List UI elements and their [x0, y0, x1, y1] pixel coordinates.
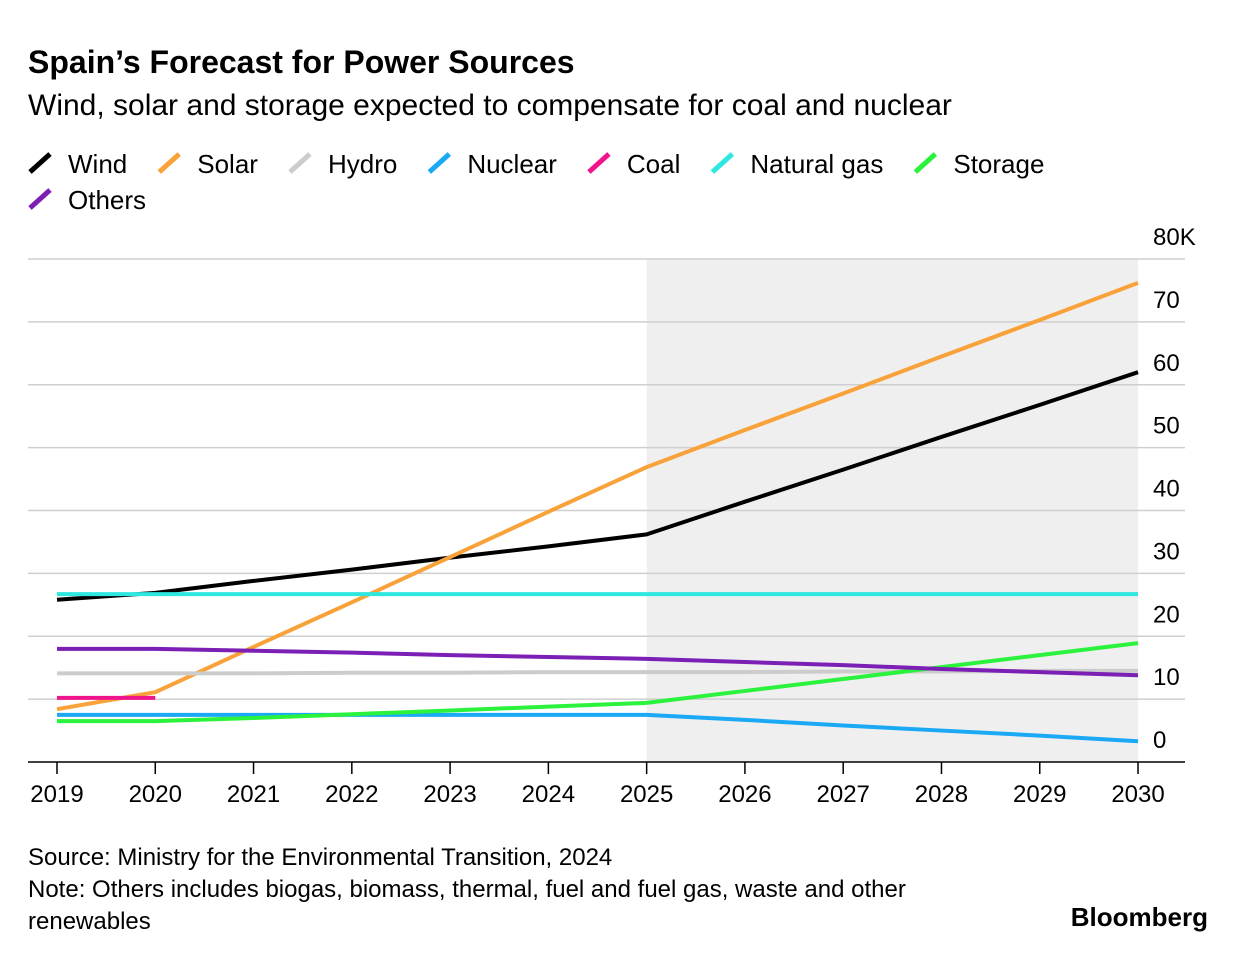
- y-tick-label: 10: [1153, 664, 1180, 691]
- legend-label: Others: [68, 185, 146, 215]
- legend-swatch: [288, 152, 312, 174]
- brand: Bloomberg: [1070, 902, 1208, 932]
- legend-swatch: [913, 152, 938, 174]
- legend-swatch: [587, 152, 611, 174]
- y-tick-label: 20: [1153, 601, 1180, 628]
- legend-item: Coal: [587, 149, 680, 179]
- x-tick-label: 2022: [325, 781, 378, 808]
- x-tick-label: 2026: [718, 781, 771, 808]
- legend-item: Hydro: [288, 149, 397, 179]
- y-tick-label: 60: [1153, 350, 1180, 377]
- x-tick-label: 2019: [30, 781, 83, 808]
- legend-item: Solar: [157, 149, 258, 179]
- series-line: [56, 281, 1139, 712]
- x-tick-label: 2021: [227, 781, 280, 808]
- y-tick-label: 30: [1153, 538, 1180, 565]
- legend-label: Coal: [627, 149, 680, 179]
- legend-item: Others: [28, 185, 146, 215]
- chart-subtitle: Wind, solar and storage expected to comp…: [28, 89, 952, 122]
- x-tick-label: 2029: [1013, 781, 1066, 808]
- legend-item: Storage: [913, 149, 1044, 179]
- legend-label: Storage: [953, 149, 1044, 179]
- series-line: [56, 641, 1139, 724]
- legend-label: Solar: [197, 149, 258, 179]
- legend-swatch: [157, 152, 181, 174]
- legend-swatch: [28, 152, 52, 174]
- note: Note: Others includes biogas, biomass, t…: [28, 876, 906, 935]
- y-tick-label: 70: [1153, 287, 1180, 314]
- x-tick-label: 2027: [817, 781, 870, 808]
- legend-label: Natural gas: [750, 149, 883, 179]
- series-line: [56, 646, 1139, 678]
- legend-label: Wind: [68, 149, 127, 179]
- legend-label: Hydro: [328, 149, 397, 179]
- x-tick-label: 2024: [522, 781, 575, 808]
- chart-title: Spain’s Forecast for Power Sources: [28, 44, 575, 80]
- legend-swatch: [710, 152, 735, 174]
- legend-swatch: [28, 188, 52, 210]
- y-tick-label: 40: [1153, 476, 1180, 503]
- legend-item: Nuclear: [427, 149, 557, 179]
- legend-item: Natural gas: [710, 149, 883, 179]
- y-tick-label: 0: [1153, 727, 1166, 754]
- x-tick-label: 2028: [915, 781, 968, 808]
- x-tick-label: 2025: [620, 781, 673, 808]
- legend-swatch: [427, 152, 451, 174]
- series-line: [56, 370, 1139, 602]
- source: Source: Ministry for the Environmental T…: [28, 844, 613, 871]
- y-tick-label: 50: [1153, 413, 1180, 440]
- x-tick-label: 2030: [1111, 781, 1164, 808]
- legend-item: Wind: [28, 149, 127, 179]
- y-tick-label: 80K: [1153, 224, 1196, 251]
- footer: Source: Ministry for the Environmental T…: [28, 842, 1028, 938]
- legend-label: Nuclear: [467, 149, 557, 179]
- x-tick-label: 2020: [129, 781, 182, 808]
- series-line: [56, 712, 1139, 744]
- x-tick-label: 2023: [423, 781, 476, 808]
